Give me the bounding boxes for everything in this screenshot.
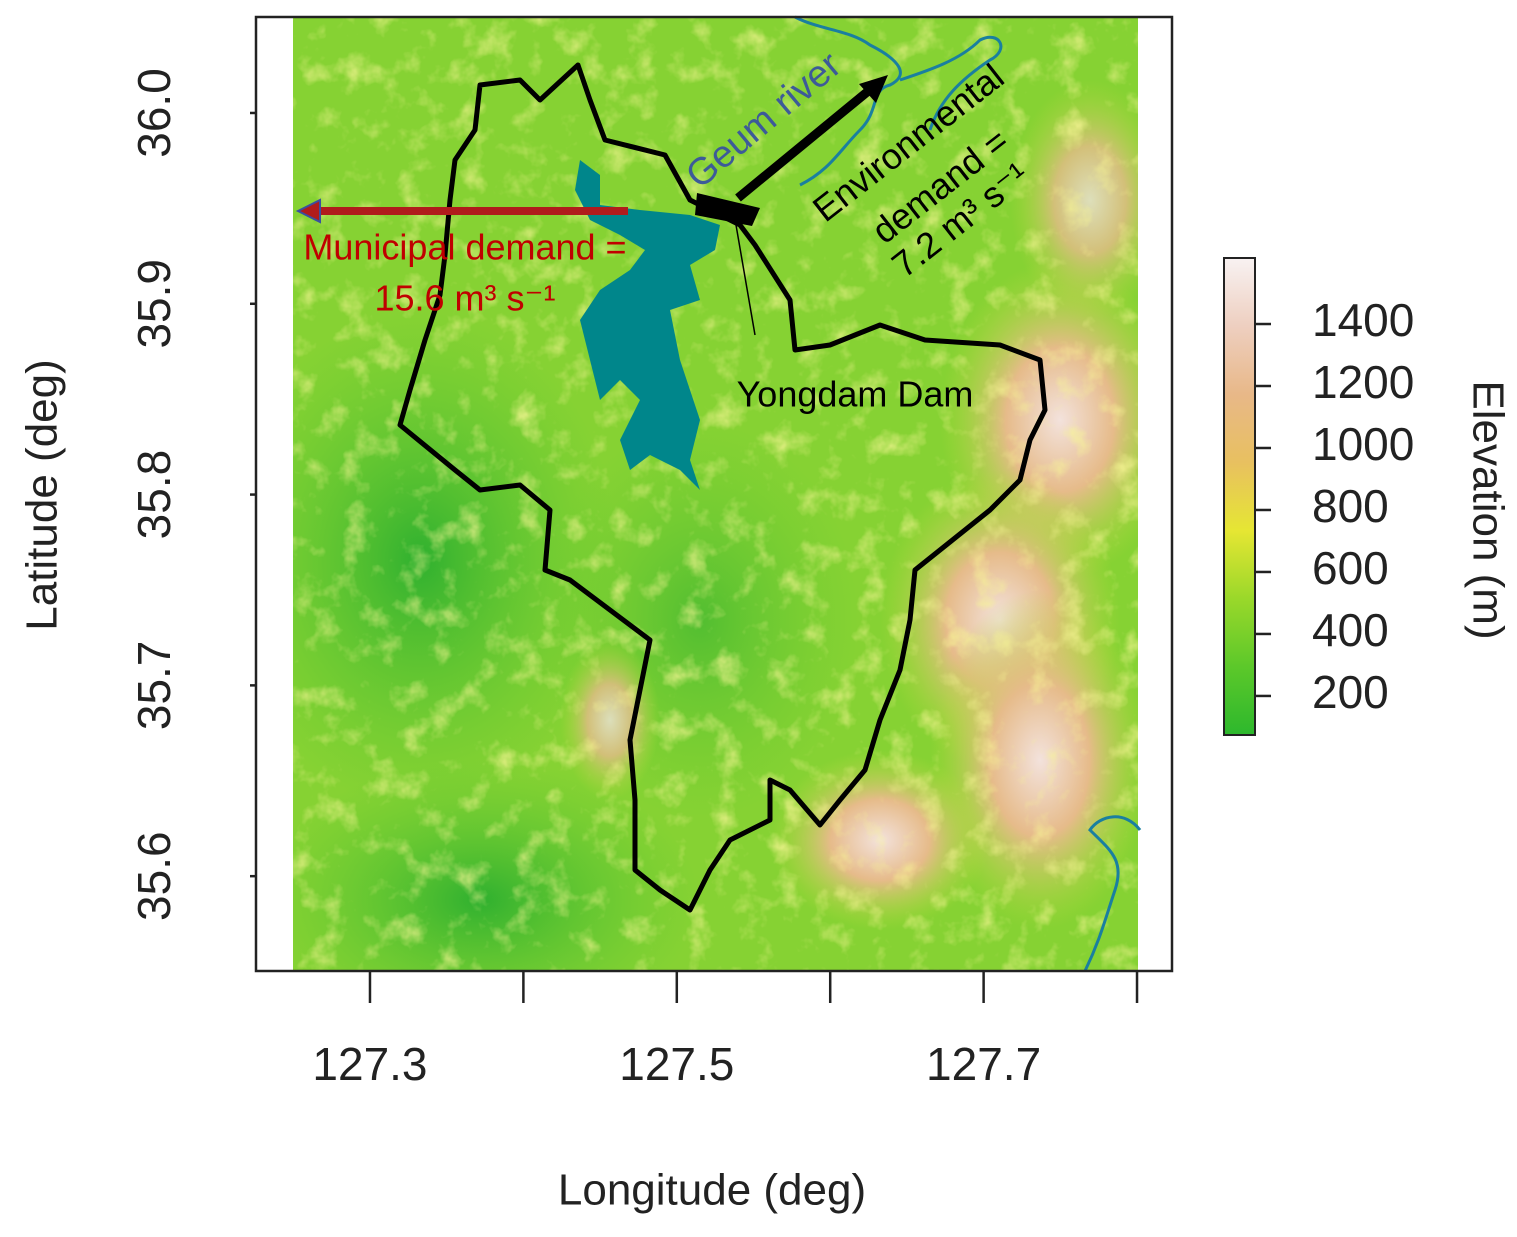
dam-label: Yongdam Dam: [737, 374, 974, 415]
colorbar-tick-label: 400: [1312, 604, 1389, 656]
environmental-arrowhead: [859, 75, 888, 103]
x-tick-label: 127.3: [312, 1038, 427, 1090]
colorbar-tick-label: 1000: [1312, 418, 1414, 470]
x-tick-label: 127.7: [926, 1038, 1041, 1090]
y-tick-label: 36.0: [128, 68, 180, 158]
reservoir: [575, 160, 720, 490]
colorbar-title: Elevation (m): [1463, 380, 1512, 639]
watershed-boundary: [397, 62, 1048, 913]
y-tick-label: 35.8: [128, 450, 180, 540]
dam-pointer: [735, 224, 756, 336]
y-tick-label: 35.9: [128, 259, 180, 349]
x-axis-title: Longitude (deg): [558, 1166, 866, 1215]
y-tick-label: 35.7: [128, 641, 180, 731]
river: [1083, 815, 1142, 972]
colorbar-tick-label: 1200: [1312, 356, 1414, 408]
elevation-raster: [293, 17, 1138, 971]
municipal-label: Municipal demand =: [303, 227, 626, 268]
y-axis-title: Latitude (deg): [18, 359, 67, 631]
river: [794, 15, 1003, 187]
municipal-label: 15.6 m³ s⁻¹: [374, 278, 555, 319]
x-tick-label: 127.5: [619, 1038, 734, 1090]
dam: [695, 193, 760, 226]
colorbar-tick-label: 200: [1312, 666, 1389, 718]
colorbar-tick-label: 1400: [1312, 294, 1414, 346]
colorbar-tick-label: 800: [1312, 480, 1389, 532]
municipal-arrowhead: [295, 198, 321, 224]
colorbar-tick-label: 600: [1312, 542, 1389, 594]
environmental-arrow: [735, 84, 875, 202]
y-tick-label: 35.6: [128, 831, 180, 921]
colorbar: [1223, 257, 1256, 736]
